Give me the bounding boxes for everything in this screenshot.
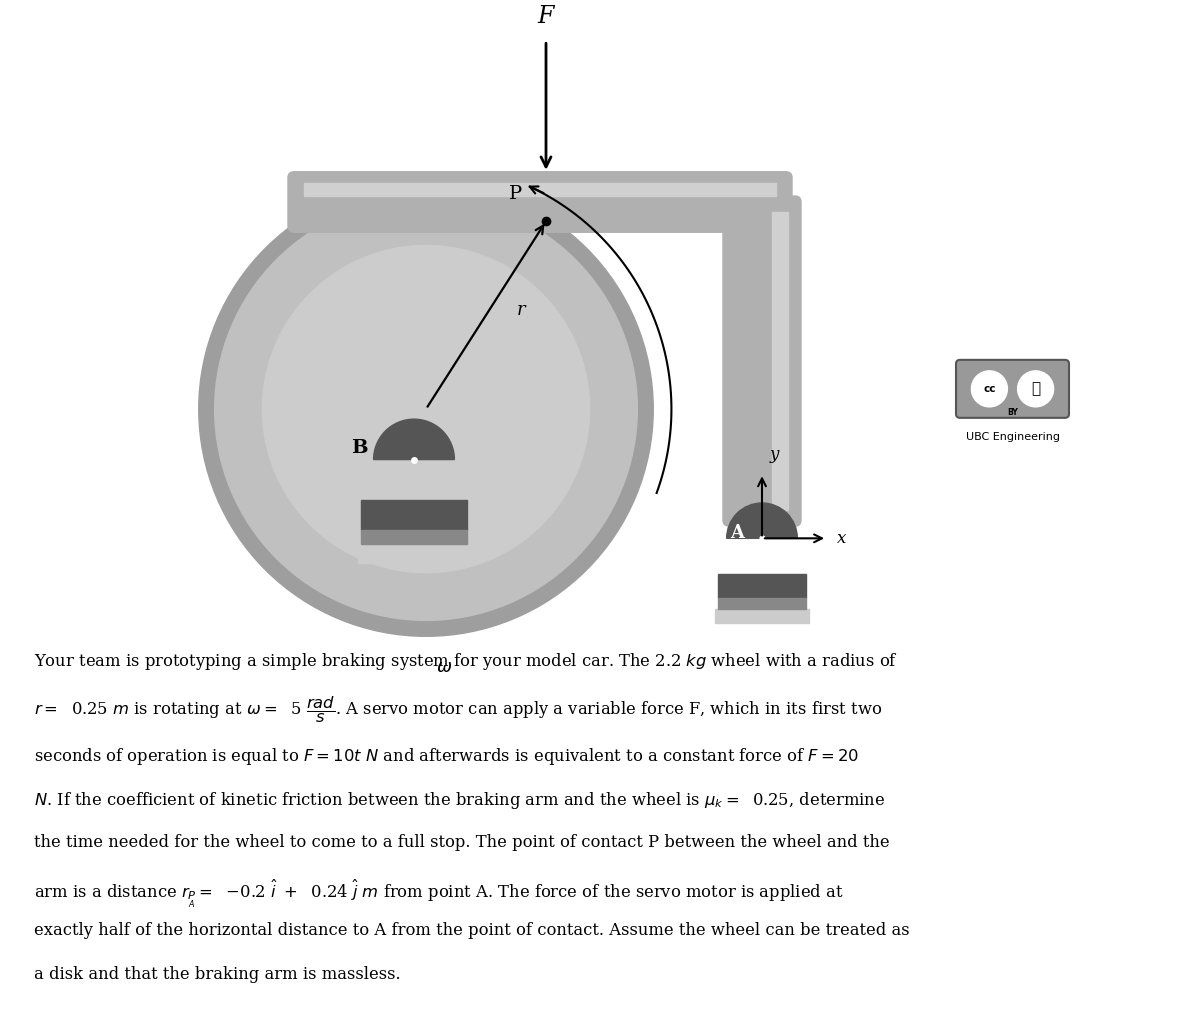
Text: $N$. If the coefficient of kinetic friction between the braking arm and the whee: $N$. If the coefficient of kinetic frict… — [34, 790, 884, 811]
Text: a disk and that the braking arm is massless.: a disk and that the braking arm is massl… — [34, 966, 401, 983]
Text: ⓘ: ⓘ — [1031, 382, 1040, 396]
Circle shape — [972, 371, 1008, 407]
Circle shape — [1018, 371, 1054, 407]
Text: arm is a distance $r_{\underset{A}{P}} =\ $ $-$0.2 $\hat{i}\ +\ $ 0.24 $\hat{j}\: arm is a distance $r_{\underset{A}{P}} =… — [34, 878, 844, 910]
Bar — [361, 530, 467, 544]
Text: B: B — [350, 438, 367, 457]
Bar — [361, 500, 467, 530]
Text: $r =\ $ 0.25 $m$ is rotating at $\omega =\ $ 5 $\dfrac{rad}{s}$. A servo motor c: $r =\ $ 0.25 $m$ is rotating at $\omega … — [34, 695, 882, 725]
Circle shape — [199, 182, 653, 636]
Bar — [718, 574, 806, 598]
Text: the time needed for the wheel to come to a full stop. The point of contact P bet: the time needed for the wheel to come to… — [34, 833, 889, 850]
Circle shape — [215, 198, 637, 620]
Text: y: y — [770, 446, 779, 464]
Text: F: F — [538, 5, 554, 28]
Circle shape — [263, 245, 589, 573]
Text: cc: cc — [983, 384, 996, 394]
Text: A: A — [730, 524, 744, 542]
Text: P: P — [509, 185, 523, 203]
Bar — [304, 183, 776, 196]
Text: seconds of operation is equal to $F = 10t\ N$ and afterwards is equivalent to a : seconds of operation is equal to $F = 10… — [34, 745, 859, 767]
Text: x: x — [836, 530, 846, 546]
Bar — [359, 544, 469, 563]
Bar — [718, 598, 806, 609]
Wedge shape — [727, 503, 797, 538]
Text: $\omega$: $\omega$ — [436, 659, 452, 677]
Bar — [772, 212, 788, 510]
Text: BY: BY — [1007, 408, 1018, 417]
Bar — [715, 609, 809, 623]
Text: r: r — [517, 301, 526, 319]
FancyBboxPatch shape — [722, 196, 802, 526]
Text: Your team is prototyping a simple braking system for your model car. The 2.2 $kg: Your team is prototyping a simple brakin… — [34, 651, 898, 673]
Wedge shape — [373, 419, 455, 460]
FancyBboxPatch shape — [956, 360, 1069, 418]
Text: exactly half of the horizontal distance to A from the point of contact. Assume t: exactly half of the horizontal distance … — [34, 922, 910, 938]
Text: UBC Engineering: UBC Engineering — [966, 432, 1060, 441]
FancyBboxPatch shape — [288, 172, 792, 232]
